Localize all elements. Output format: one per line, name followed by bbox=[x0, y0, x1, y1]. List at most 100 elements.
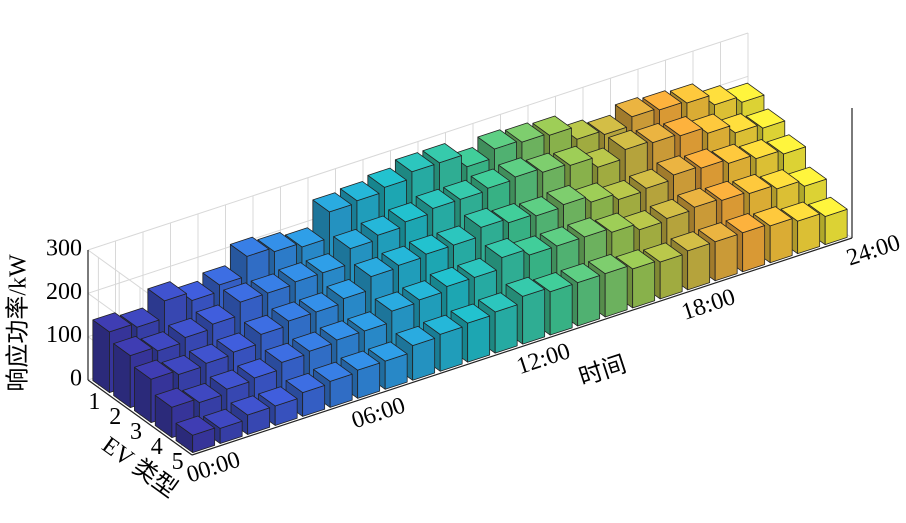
bar-top-face bbox=[374, 291, 415, 312]
bar-front-face bbox=[604, 266, 628, 318]
bar-top-face bbox=[422, 143, 462, 164]
bar-top-face bbox=[491, 203, 531, 224]
bar bbox=[340, 350, 381, 399]
bar-top-face bbox=[409, 234, 449, 255]
bar-top-face bbox=[278, 262, 318, 283]
bar-top-face bbox=[326, 279, 366, 300]
bar-top-face bbox=[175, 415, 216, 436]
bar-top-face bbox=[147, 281, 187, 302]
bar-top-face bbox=[484, 237, 525, 258]
bar-top-face bbox=[216, 332, 256, 353]
bar-top-face bbox=[635, 123, 676, 144]
y-tick-label: 4 bbox=[151, 434, 163, 460]
bars bbox=[92, 82, 848, 453]
bar-top-face bbox=[663, 116, 703, 137]
bar-top-face bbox=[656, 155, 696, 176]
bar-top-face bbox=[182, 382, 222, 403]
bar-top-face bbox=[587, 114, 627, 135]
bar-front-face bbox=[439, 326, 463, 372]
bar-top-face bbox=[368, 341, 408, 362]
z-tick-label: 0 bbox=[70, 366, 82, 392]
bar-top-face bbox=[477, 129, 517, 150]
bar-top-face bbox=[670, 231, 711, 252]
bar-top-face bbox=[154, 387, 195, 408]
bar-top-face bbox=[415, 188, 456, 209]
bar-top-face bbox=[360, 215, 401, 236]
bar-top-face bbox=[732, 173, 772, 194]
bar-top-face bbox=[230, 395, 271, 416]
bar-top-face bbox=[119, 307, 160, 328]
y-tick-label: 1 bbox=[88, 389, 100, 415]
bar bbox=[230, 395, 271, 435]
z-axis-label: 响应功率/kW bbox=[5, 254, 32, 392]
y-tick-label: 5 bbox=[172, 449, 184, 475]
bar-top-face bbox=[333, 228, 373, 249]
bar-top-face bbox=[223, 282, 263, 303]
bar-top-face bbox=[725, 213, 766, 234]
x-axis bbox=[191, 237, 853, 456]
bar-top-face bbox=[244, 314, 284, 335]
bar-top-face bbox=[669, 83, 710, 104]
bar-top-face bbox=[470, 168, 511, 189]
bar-top-face bbox=[560, 263, 601, 284]
bar-top-face bbox=[608, 129, 648, 150]
bar-front-face bbox=[467, 315, 491, 363]
bar-top-face bbox=[292, 331, 332, 352]
bar-top-face bbox=[134, 359, 174, 380]
bar-top-face bbox=[546, 185, 586, 206]
bar-top-face bbox=[229, 236, 270, 257]
bar-top-face bbox=[614, 97, 655, 118]
bar-front-face bbox=[687, 243, 711, 291]
bar-top-face bbox=[457, 257, 497, 278]
bar-top-face bbox=[704, 180, 745, 201]
bar-top-face bbox=[381, 245, 421, 266]
bar-top-face bbox=[285, 372, 326, 393]
bar-front-face bbox=[769, 218, 793, 264]
bar-top-face bbox=[203, 408, 243, 429]
bar-top-face bbox=[567, 217, 607, 238]
bar-top-face bbox=[429, 266, 470, 287]
bar-top-face bbox=[168, 317, 208, 338]
bar-left-face bbox=[92, 319, 110, 393]
bar-top-face bbox=[649, 198, 690, 219]
bar-top-face bbox=[305, 253, 346, 274]
bar-top-face bbox=[505, 276, 546, 297]
bar-top-face bbox=[284, 227, 325, 248]
x-axis-label: 时间 bbox=[576, 351, 630, 392]
bar-front-face bbox=[659, 254, 683, 300]
bar-front-face bbox=[632, 261, 656, 309]
bar-top-face bbox=[257, 232, 297, 253]
z-tick-label: 100 bbox=[46, 322, 82, 348]
bar-top-face bbox=[299, 292, 339, 313]
bar-top-face bbox=[464, 207, 504, 228]
bar-top-face bbox=[498, 157, 538, 178]
bar-top-face bbox=[643, 242, 683, 263]
bar-top-face bbox=[161, 354, 201, 375]
bar-top-face bbox=[140, 331, 181, 352]
bar-top-face bbox=[313, 361, 353, 382]
bar-top-face bbox=[739, 139, 779, 160]
bar-top-face bbox=[615, 249, 656, 270]
bar-top-face bbox=[339, 181, 380, 202]
bar-top-face bbox=[519, 196, 559, 217]
bar-top-face bbox=[642, 90, 682, 111]
bar-top-face bbox=[808, 196, 848, 217]
bar-top-face bbox=[698, 222, 738, 243]
bar-front-face bbox=[549, 284, 573, 336]
bar-top-face bbox=[189, 343, 229, 364]
bar-top-face bbox=[539, 226, 580, 247]
bar-top-face bbox=[209, 369, 250, 390]
bar-top-face bbox=[113, 335, 153, 356]
bar-top-face bbox=[319, 320, 360, 341]
bar-top-face bbox=[759, 169, 800, 190]
bar-top-face bbox=[402, 280, 442, 301]
bar-top-face bbox=[250, 273, 291, 294]
bar-top-face bbox=[478, 292, 518, 313]
bar-top-face bbox=[504, 122, 545, 143]
bar-top-face bbox=[629, 168, 669, 189]
z-tick-label: 300 bbox=[46, 236, 82, 262]
bar-top-face bbox=[780, 201, 821, 222]
bar-top-face bbox=[202, 265, 242, 286]
bar-top-face bbox=[533, 272, 573, 293]
